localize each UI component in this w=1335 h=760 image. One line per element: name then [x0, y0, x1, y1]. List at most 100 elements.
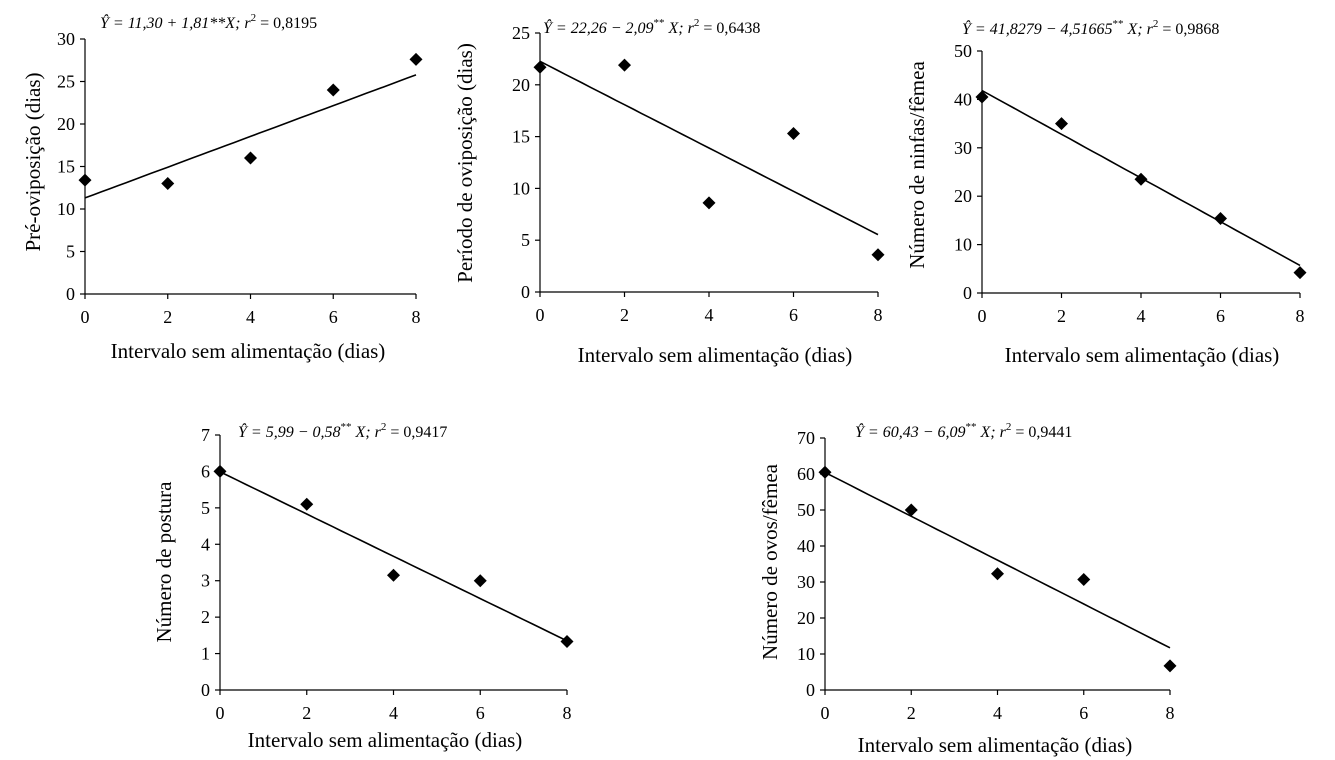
y-tick-label: 20 [57, 114, 75, 134]
x-tick-label: 8 [1296, 306, 1305, 326]
data-point [326, 83, 340, 97]
y-tick-label: 0 [521, 282, 530, 302]
data-point [871, 248, 885, 262]
data-point [300, 497, 314, 511]
y-tick-label: 70 [797, 428, 815, 448]
y-tick-label: 30 [954, 138, 972, 158]
data-point [904, 503, 918, 517]
data-point [618, 58, 631, 72]
y-tick-label: 15 [512, 127, 530, 147]
y-tick-label: 4 [201, 534, 210, 554]
panel-1: 0 5 10 15 20 25 30 0 2 4 6 8 Intervalo sem alimentaç… [21, 12, 423, 363]
x-tick-label: 6 [1079, 703, 1088, 723]
regression-equation: Ŷ = 11,30 + 1,81**X; r2 = 0,8195 [100, 12, 317, 32]
regression-line [84, 74, 417, 199]
panel-4: 0 1 2 3 4 5 6 7 0 2 4 6 8 Intervalo sem alimentação (… [152, 421, 574, 752]
y-tick-label: 5 [201, 498, 210, 518]
regression-equation: Ŷ = 22,26 − 2,09** X; r2 = 0,6438 [543, 17, 760, 37]
x-tick-label: 4 [993, 703, 1002, 723]
x-tick-label: 0 [536, 305, 545, 325]
data-point [78, 173, 92, 187]
x-tick-label: 8 [874, 305, 883, 325]
x-axis-label: Intervalo sem alimentação (dias) [111, 339, 386, 363]
y-tick-label: 0 [66, 284, 75, 304]
y-tick-label: 5 [66, 242, 75, 262]
x-tick-label: 6 [329, 307, 338, 327]
x-tick-label: 4 [705, 305, 714, 325]
y-axis-label: Pré-oviposição (dias) [21, 72, 45, 251]
x-tick-label: 6 [476, 703, 485, 723]
x-tick-label: 4 [246, 307, 255, 327]
data-point [1055, 117, 1068, 131]
x-axis-label: Intervalo sem alimentação (dias) [1005, 343, 1280, 367]
x-axis-label: Intervalo sem alimentação (dias) [578, 343, 853, 367]
y-axis-label: Número de postura [152, 481, 176, 643]
panel-5: 0 10 20 30 40 50 60 70 0 2 4 6 8 Intervalo sem alimen… [758, 421, 1177, 757]
x-tick-label: 0 [81, 307, 90, 327]
x-tick-label: 0 [978, 306, 987, 326]
x-tick-label: 2 [620, 305, 629, 325]
data-point [213, 464, 227, 478]
regression-equation: Ŷ = 41,8279 − 4,51665** X; r2 = 0,9868 [962, 18, 1219, 38]
x-tick-label: 8 [412, 307, 421, 327]
regression-equation: Ŷ = 5,99 − 0,58** X; r2 = 0,9417 [238, 421, 447, 441]
y-tick-label: 1 [201, 644, 210, 664]
x-tick-label: 8 [563, 703, 572, 723]
y-tick-label: 0 [963, 283, 972, 303]
data-point [975, 90, 989, 104]
y-tick-label: 10 [797, 644, 815, 664]
x-tick-label: 2 [1057, 306, 1066, 326]
data-point [818, 465, 832, 479]
x-tick-label: 6 [789, 305, 798, 325]
y-axis-label: Número de ovos/fêmea [758, 463, 782, 660]
y-tick-label: 15 [57, 157, 75, 177]
regression-equation: Ŷ = 60,43 − 6,09** X; r2 = 0,9441 [855, 421, 1072, 441]
data-point [533, 60, 547, 74]
data-point [787, 126, 800, 140]
x-tick-label: 2 [163, 307, 172, 327]
data-point [161, 177, 175, 190]
y-tick-label: 30 [797, 572, 815, 592]
x-tick-label: 8 [1166, 703, 1175, 723]
x-tick-label: 0 [821, 703, 830, 723]
y-tick-label: 30 [57, 29, 75, 49]
data-point [1134, 172, 1148, 186]
data-point [387, 568, 400, 582]
panel-3: 0 10 20 30 40 50 0 2 4 6 8 Intervalo sem alimentaçã… [905, 18, 1307, 367]
data-point [991, 567, 1004, 581]
y-tick-label: 20 [954, 186, 972, 206]
y-tick-label: 2 [201, 607, 210, 627]
data-point [473, 574, 487, 588]
y-tick-label: 6 [201, 461, 210, 481]
data-point [1214, 211, 1227, 225]
data-point [244, 151, 257, 165]
data-point [409, 52, 423, 66]
y-tick-label: 25 [512, 23, 530, 43]
y-tick-label: 10 [954, 235, 972, 255]
y-axis-label: Número de ninfas/fêmea [905, 61, 929, 269]
y-tick-label: 25 [57, 72, 75, 92]
data-point [1077, 572, 1091, 586]
x-tick-label: 6 [1216, 306, 1225, 326]
x-tick-label: 2 [907, 703, 916, 723]
y-tick-label: 0 [806, 680, 815, 700]
x-tick-label: 0 [216, 703, 225, 723]
y-tick-label: 20 [512, 75, 530, 95]
x-tick-label: 4 [389, 703, 398, 723]
y-tick-label: 20 [797, 608, 815, 628]
y-tick-label: 5 [521, 230, 530, 250]
y-tick-label: 60 [797, 464, 815, 484]
regression-line [219, 471, 568, 642]
y-tick-label: 40 [797, 536, 815, 556]
x-tick-label: 2 [302, 703, 311, 723]
x-axis-label: Intervalo sem alimentação (dias) [858, 733, 1133, 757]
x-tick-label: 4 [1137, 306, 1146, 326]
y-tick-label: 10 [512, 178, 530, 198]
x-axis-label: Intervalo sem alimentação (dias) [248, 728, 523, 752]
regression-line [539, 60, 879, 236]
y-axis-label: Período de oviposição (dias) [453, 43, 477, 283]
data-point [560, 635, 574, 649]
panel-2: 0 5 10 15 20 25 0 2 4 6 8 Intervalo sem alimentação… [453, 17, 885, 367]
regression-line [824, 471, 1171, 649]
